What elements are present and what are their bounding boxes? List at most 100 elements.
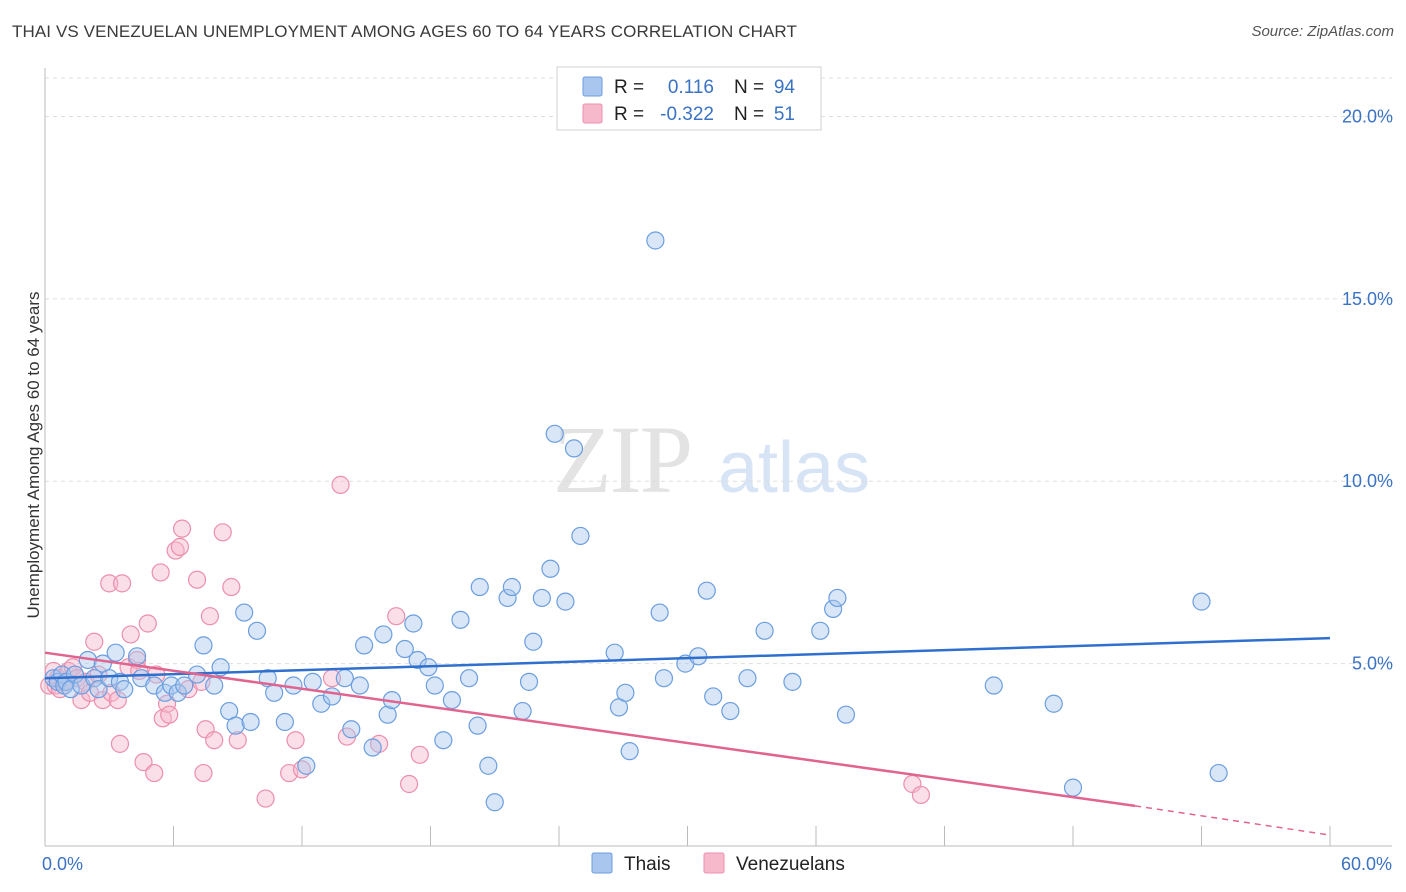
legend: R = 0.116 N = 94 R = -0.322 N = 51 xyxy=(556,66,822,131)
thais-point-77 xyxy=(650,603,669,622)
venezuelans-point-18 xyxy=(110,734,130,753)
thais-point-24 xyxy=(194,636,213,655)
thais-point-30 xyxy=(241,712,260,732)
x-tick-label-max: 60.0% xyxy=(1341,854,1392,874)
venezuelans-point-43 xyxy=(222,577,241,597)
venezuelans-point-42 xyxy=(213,523,232,542)
trend-lines xyxy=(44,636,1331,836)
thais-point-6 xyxy=(65,665,85,684)
thais-point-70 xyxy=(564,439,584,458)
thais-point-46 xyxy=(378,705,397,724)
thais-point-68 xyxy=(545,424,564,443)
thais-point-20 xyxy=(162,676,181,695)
thais-point-5 xyxy=(61,680,80,699)
thais-point-58 xyxy=(470,577,489,597)
thais-point-41 xyxy=(342,720,361,739)
thais-point-91 xyxy=(984,676,1003,695)
thais-point-86 xyxy=(783,672,802,691)
thais-point-38 xyxy=(312,694,331,713)
thais-point-34 xyxy=(275,712,294,732)
bottom-legend: Thais Venezuelans xyxy=(591,852,845,875)
y-tick-label-2: 15.0% xyxy=(1342,289,1393,309)
thais-point-31 xyxy=(247,621,267,640)
thais-point-50 xyxy=(408,650,427,670)
venezuelans-point-30 xyxy=(157,694,177,713)
legend-swatch-thais xyxy=(582,76,603,97)
venezuelans-point-33 xyxy=(170,537,190,556)
venezuelans-point-34 xyxy=(172,519,192,538)
bottom-legend-label-thais: Thais xyxy=(624,854,670,875)
venezuelans-point-44 xyxy=(228,731,247,750)
thais-point-83 xyxy=(721,701,740,721)
legend-n-label-thais: N = xyxy=(734,77,764,98)
thais-point-78 xyxy=(654,669,674,688)
thais-point-9 xyxy=(85,669,104,688)
thais-point-42 xyxy=(350,676,369,695)
bottom-legend-swatch-venezuelans xyxy=(703,852,725,874)
thais-point-88 xyxy=(824,599,843,619)
venezuelans-point-57 xyxy=(911,785,931,805)
thais-point-29 xyxy=(235,603,254,622)
thais-point-64 xyxy=(519,672,539,691)
thais-point-36 xyxy=(297,756,316,775)
thais-point-69 xyxy=(556,592,575,611)
thais-point-65 xyxy=(524,632,543,651)
venezuelans-point-53 xyxy=(387,607,406,626)
thais-point-43 xyxy=(355,636,374,655)
venezuelans-point-50 xyxy=(331,475,350,494)
thais-point-94 xyxy=(1192,592,1211,611)
x-tick-label-min: 0.0% xyxy=(42,854,83,874)
thais-point-37 xyxy=(303,672,322,691)
legend-n-value-venezuelans: 51 xyxy=(774,104,795,125)
thais-point-45 xyxy=(374,625,393,644)
bottom-legend-label-venezuelans: Venezuelans xyxy=(736,854,845,875)
thais-point-52 xyxy=(425,676,444,695)
thais-point-82 xyxy=(704,687,723,706)
legend-r-label-thais: R = xyxy=(614,77,644,98)
thais-point-80 xyxy=(689,647,708,666)
venezuelans-point-45 xyxy=(256,789,275,808)
thais-point-56 xyxy=(459,669,479,688)
venezuelans-point-55 xyxy=(410,745,429,764)
venezuelans-point-31 xyxy=(160,705,179,724)
watermark-atlas: atlas xyxy=(718,428,870,508)
venezuelans-point-40 xyxy=(200,607,220,626)
thais-point-49 xyxy=(404,614,423,633)
venezuelans-point-25 xyxy=(138,614,157,633)
thais-point-62 xyxy=(502,577,521,597)
thais-point-12 xyxy=(100,669,119,688)
thais-point-72 xyxy=(605,643,624,662)
thais-point-21 xyxy=(168,683,187,702)
y-tick-labels: 5.0% 10.0% 15.0% 20.0% xyxy=(1342,106,1393,673)
legend-n-value-thais: 94 xyxy=(774,77,796,98)
thais-point-40 xyxy=(335,669,354,688)
thais-point-48 xyxy=(395,639,414,659)
venezuelans-point-38 xyxy=(194,763,213,783)
thais-point-22 xyxy=(175,676,194,695)
thais-point-53 xyxy=(434,731,453,750)
thais-point-59 xyxy=(479,756,498,775)
thais-point-85 xyxy=(755,621,774,640)
y-tick-label-1: 10.0% xyxy=(1342,471,1393,491)
thais-point-92 xyxy=(1044,694,1063,713)
venezuelans-point-19 xyxy=(112,574,132,593)
thais-point-19 xyxy=(155,683,175,702)
thais-point-89 xyxy=(828,588,847,608)
y-axis-label: Unemployment Among Ages 60 to 64 years xyxy=(24,292,43,619)
venezuelans-point-15 xyxy=(100,574,119,593)
thais-point-44 xyxy=(363,738,382,757)
chart-title: THAI VS VENEZUELAN UNEMPLOYMENT AMONG AG… xyxy=(12,22,797,41)
venezuelans-point-17 xyxy=(108,690,127,710)
thais-point-76 xyxy=(646,231,665,250)
source-label: Source: ZipAtlas.com xyxy=(1251,23,1394,40)
thais-point-67 xyxy=(541,559,560,578)
thais-point-61 xyxy=(498,588,517,608)
thais-point-90 xyxy=(836,705,856,724)
thais-point-93 xyxy=(1063,778,1083,797)
gridlines xyxy=(45,77,1392,665)
thais-point-39 xyxy=(322,687,342,706)
thais-point-75 xyxy=(620,742,639,761)
thais-point-57 xyxy=(468,716,487,735)
thais-point-95 xyxy=(1209,763,1228,783)
